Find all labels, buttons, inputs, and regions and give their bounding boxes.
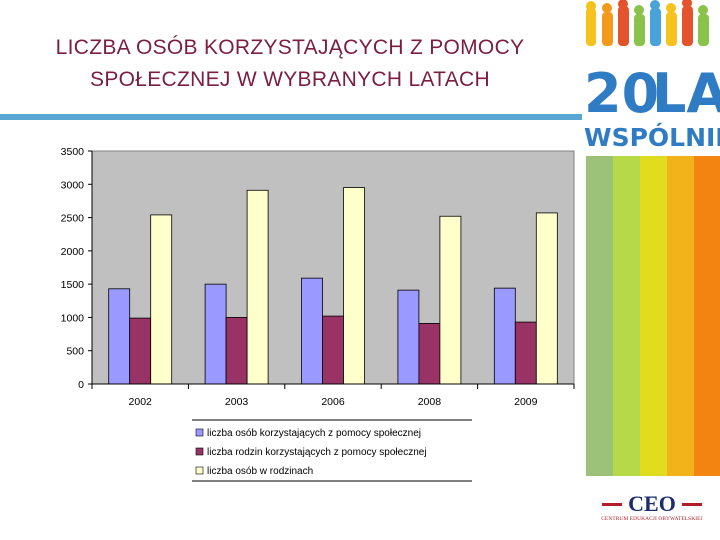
bars — [108, 187, 558, 385]
legend-label-3: liczba osób w rodzinach — [207, 466, 313, 477]
y-tick-label: 1000 — [61, 312, 85, 324]
y-axis: 0 500 1000 1500 2000 2500 3000 3500 — [61, 146, 93, 391]
bar-2003-series-1 — [204, 283, 227, 385]
x-tick-label: 2002 — [129, 396, 153, 408]
x-tick-label: 2003 — [225, 396, 249, 408]
bar-2009-series-2 — [514, 321, 537, 385]
title-accent-bar — [0, 114, 582, 120]
y-tick-label: 2500 — [61, 213, 85, 225]
slide-title: LICZBA OSÓB KORZYSTAJĄCYCH Z POMOCY SPOŁ… — [10, 32, 570, 96]
logo-20-lat-wspolnie: 20 LAT WSPÓLNIE — [584, 0, 720, 152]
stripe-5 — [694, 156, 720, 476]
ceo-dash-right — [682, 503, 702, 506]
legend: liczba osób korzystających z pomocy społ… — [192, 419, 472, 482]
logo-20-number: 20 — [584, 62, 659, 125]
bar-2002-series-3 — [150, 214, 173, 385]
x-axis: 2002 2003 2006 2008 2009 — [91, 383, 575, 408]
y-tick-label: 2000 — [61, 246, 85, 258]
ceo-logo-subtitle: CENTRUM EDUKACJI OBYWATELSKIEJ — [601, 516, 703, 522]
bar-2008-series-2 — [418, 323, 441, 385]
people-silhouettes-icon — [586, 0, 709, 46]
logo-wspolnie-word: WSPÓLNIE — [584, 122, 720, 152]
stripe-1 — [586, 156, 613, 476]
bar-2008-series-3 — [439, 215, 462, 385]
ceo-dash-left — [602, 503, 622, 506]
bar-2009-series-1 — [493, 287, 516, 385]
legend-label-1: liczba osób korzystających z pomocy społ… — [207, 428, 421, 439]
logo-lat-word: LAT — [652, 62, 720, 125]
title-line-1: LICZBA OSÓB KORZYSTAJĄCYCH Z POMOCY — [55, 36, 525, 59]
stripe-4 — [667, 156, 694, 476]
y-tick-label: 0 — [78, 379, 84, 391]
bar-2008-series-1 — [397, 289, 420, 385]
bar-2006-series-1 — [301, 277, 323, 385]
x-tick-label: 2009 — [514, 396, 538, 408]
bar-2006-series-3 — [343, 187, 365, 385]
x-tick-label: 2006 — [321, 396, 345, 408]
y-tick-label: 1500 — [61, 279, 85, 291]
stripe-2 — [613, 156, 640, 476]
bar-2006-series-2 — [322, 315, 344, 385]
x-tick-label: 2008 — [418, 396, 442, 408]
ceo-logo: CEO CENTRUM EDUKACJI OBYWATELSKIEJ — [596, 492, 708, 528]
legend-swatch-1 — [195, 428, 204, 437]
title-line-2: SPOŁECZNEJ W WYBRANYCH LATACH — [90, 68, 490, 91]
stripe-3 — [640, 156, 667, 476]
bar-2003-series-2 — [225, 317, 248, 385]
legend-swatch-2 — [195, 447, 204, 456]
ceo-logo-word: CEO — [628, 491, 676, 516]
y-tick-label: 3000 — [61, 179, 85, 191]
bar-2003-series-3 — [246, 189, 269, 385]
bar-2002-series-2 — [129, 317, 152, 385]
y-tick-label: 3500 — [61, 146, 85, 158]
legend-label-2: liczba rodzin korzystających z pomocy sp… — [207, 447, 427, 458]
y-tick-label: 500 — [66, 346, 84, 358]
bar-2002-series-1 — [108, 288, 131, 385]
legend-swatch-3 — [195, 466, 204, 475]
bar-2009-series-3 — [535, 212, 558, 385]
